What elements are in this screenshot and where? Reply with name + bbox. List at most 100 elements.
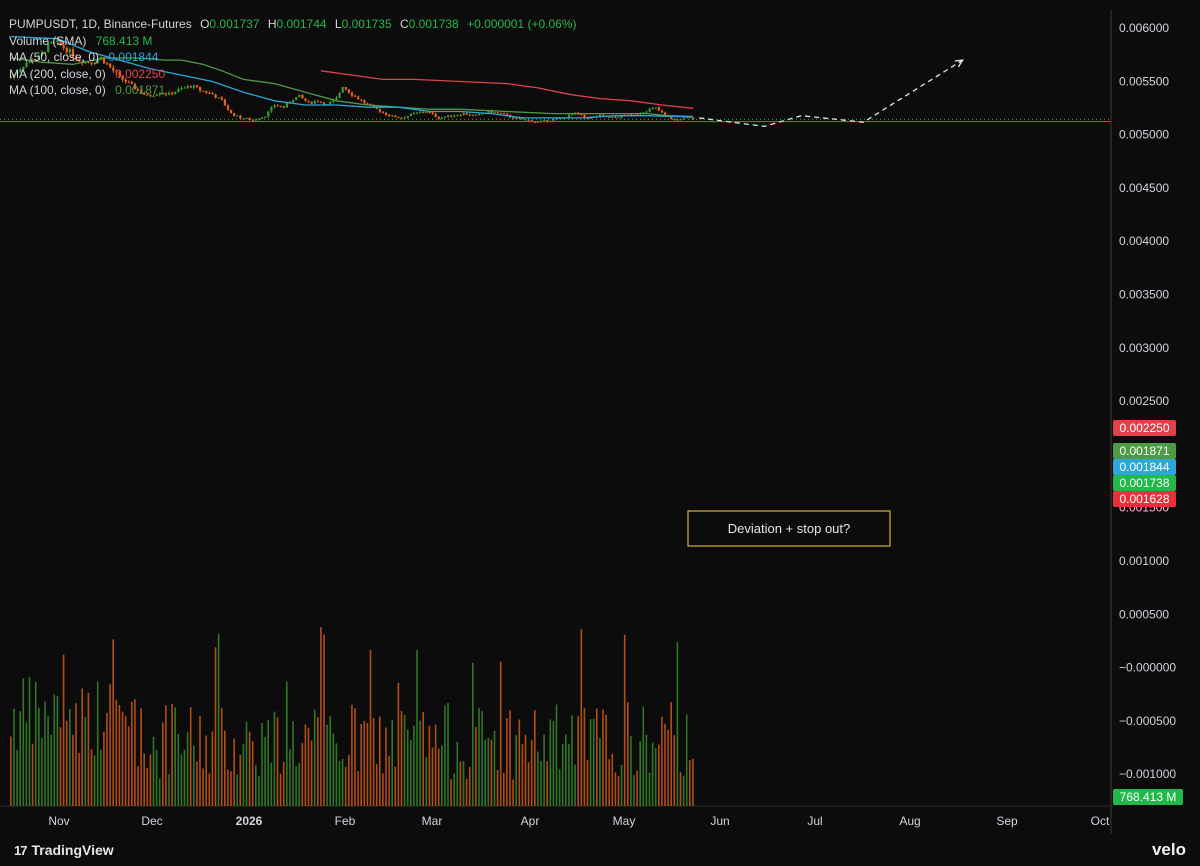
candle-body <box>75 56 78 60</box>
y-axis-tick-label: 0.001000 <box>1119 554 1169 568</box>
price-axis[interactable]: 0.006000 0.005500 0.005000 0.004500 0.004000… <box>1119 21 1176 781</box>
volume-bar <box>255 764 257 806</box>
volume-bar <box>344 766 347 806</box>
y-axis-tick-label: 0.000500 <box>1119 607 1169 621</box>
candle-body <box>394 115 397 118</box>
volume-bar <box>515 735 517 806</box>
y-axis-tick-label: 0.002500 <box>1119 394 1169 408</box>
volume-bar <box>447 703 449 806</box>
volume-bar <box>109 684 111 806</box>
volume-bar <box>620 764 623 806</box>
low-key: L <box>334 17 342 31</box>
volume-bar <box>320 627 322 806</box>
volume-bar <box>211 731 214 806</box>
candle-body <box>459 115 462 117</box>
candle-body <box>685 117 688 119</box>
candle-body <box>329 101 332 105</box>
volume-bar <box>13 708 15 806</box>
candle-body <box>223 99 226 106</box>
candle-body <box>37 55 40 60</box>
candle-body <box>357 96 360 100</box>
price-tag: 0.001871 <box>1113 443 1176 459</box>
candle-body <box>425 111 428 113</box>
candle-body <box>248 118 251 120</box>
candle-body <box>211 92 214 95</box>
volume-bar <box>112 639 114 806</box>
volume-bar <box>162 722 164 806</box>
candle-body <box>443 116 447 118</box>
ma100-legend[interactable]: MA (100, close, 0) 0.001871 <box>9 82 577 99</box>
ohlc-row: PUMPUSDT, 1D, Binance-Futures O0.001737 … <box>9 16 577 33</box>
candle-body <box>465 113 468 115</box>
volume-label: Volume (SMA) <box>9 33 87 48</box>
candle-body <box>137 89 140 91</box>
volume-bar <box>397 682 400 806</box>
candle-body <box>106 63 109 65</box>
volume-bar <box>645 734 648 806</box>
volume-bar <box>245 721 248 806</box>
candle-body <box>487 110 490 113</box>
volume-legend[interactable]: Volume (SMA) 768.413 M <box>9 33 577 50</box>
volume-bar <box>534 710 536 806</box>
volume-bar <box>561 743 564 806</box>
candle-body <box>313 101 316 104</box>
volume-bar <box>332 733 335 806</box>
price-tag: 0.001628 <box>1113 491 1176 507</box>
candle-body <box>304 98 307 101</box>
candle-body <box>323 102 326 106</box>
volume-bar <box>34 681 37 806</box>
volume-bar <box>639 741 641 806</box>
volume-bar <box>214 647 217 806</box>
candle-body <box>583 114 586 117</box>
volume-bar <box>75 703 77 806</box>
candle-body <box>217 97 220 99</box>
y-axis-tick-label: −0.001000 <box>1119 767 1176 781</box>
candle-body <box>279 106 282 108</box>
candle-body <box>350 92 354 96</box>
volume-bar <box>605 714 607 806</box>
candle-body <box>447 115 450 117</box>
volume-bar <box>630 736 632 806</box>
annotation-text: Deviation + stop out? <box>728 521 851 536</box>
candle-body <box>493 112 496 114</box>
y-axis-tick-label: −0.000500 <box>1119 714 1176 728</box>
volume-bar <box>251 741 254 806</box>
candle-body <box>130 82 133 84</box>
candle-body <box>521 118 524 120</box>
symbol-label[interactable]: PUMPUSDT, 1D, Binance-Futures <box>9 17 192 31</box>
candle-body <box>186 85 189 88</box>
volume-bar <box>503 772 505 806</box>
volume-bar <box>326 724 328 806</box>
volume-bar <box>90 749 93 806</box>
ma200-legend[interactable]: MA (200, close, 0) 0.002250 <box>9 66 577 83</box>
candle-body <box>546 120 549 122</box>
volume-bar <box>44 701 46 806</box>
volume-bar <box>509 710 511 806</box>
candle-body <box>478 113 481 115</box>
candle-body <box>102 57 106 64</box>
volume-bar <box>286 681 288 806</box>
volume-bar <box>434 724 437 806</box>
volume-bar <box>493 730 496 806</box>
volume-bar <box>394 766 397 806</box>
candle-body <box>552 119 555 121</box>
price-tag-background <box>1113 420 1176 436</box>
volume-bar <box>158 778 161 806</box>
ma50-legend[interactable]: MA (50, close, 0) 0.001844 <box>9 49 577 66</box>
time-axis[interactable]: Nov Dec 2026 Feb Mar Apr May Jun Jul Aug Sep Oct <box>48 814 1110 828</box>
volume-bar <box>295 766 297 806</box>
candle-body <box>68 49 71 53</box>
volume-bar <box>689 760 691 806</box>
annotation-box[interactable]: Deviation + stop out? <box>687 510 891 547</box>
ma200-line <box>320 70 694 109</box>
candle-body <box>273 105 276 108</box>
close-value: 0.001738 <box>408 17 459 31</box>
volume-bar <box>385 727 387 806</box>
candle-body <box>47 42 50 52</box>
candle-body <box>276 105 279 107</box>
volume-bar <box>186 732 189 806</box>
tradingview-logo[interactable]: 17 TradingView <box>14 842 114 858</box>
candle-body <box>208 92 211 94</box>
